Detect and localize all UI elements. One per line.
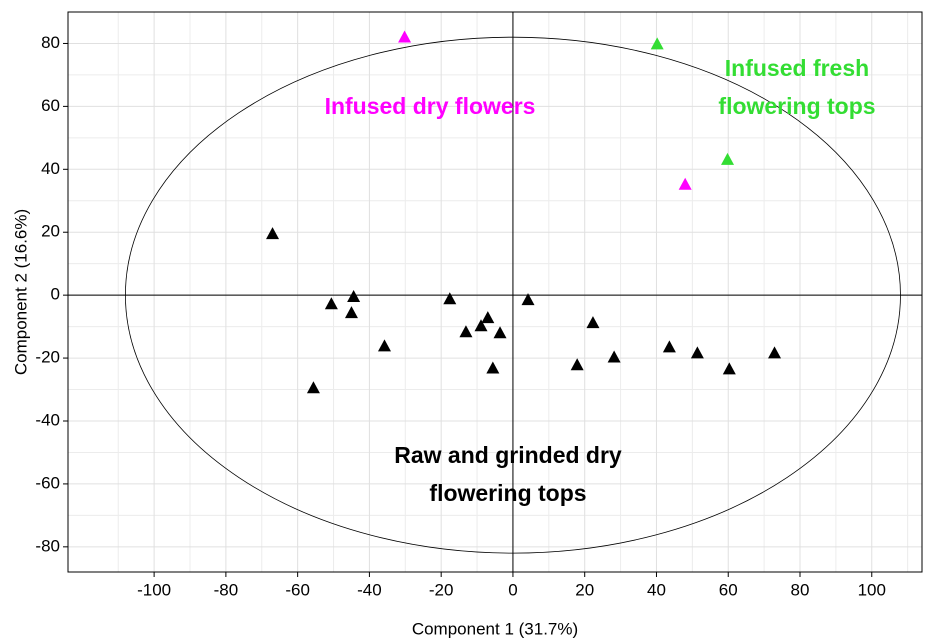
point (486, 361, 500, 374)
point (493, 326, 507, 339)
x-axis-title: Component 1 (31.7%) (412, 619, 578, 638)
point (306, 381, 320, 394)
point (607, 350, 621, 363)
x-tick-label: 20 (575, 580, 594, 599)
point (570, 358, 584, 371)
y-axis-title: Component 2 (16.6%) (11, 209, 30, 375)
group-label: Infused dry flowers (324, 93, 536, 119)
y-tick-label: -20 (35, 348, 60, 367)
y-tick-label: -40 (35, 410, 60, 429)
x-tick-label: -20 (429, 580, 454, 599)
point (481, 311, 495, 324)
point (586, 316, 600, 329)
y-tick-label: 20 (41, 222, 60, 241)
x-tick-label: 80 (791, 580, 810, 599)
x-tick-label: 60 (719, 580, 738, 599)
point (722, 362, 736, 375)
group-label: Infused fresh flowering tops (718, 55, 876, 119)
point (768, 346, 782, 359)
x-tick-label: 40 (647, 580, 666, 599)
point (459, 325, 473, 338)
point (474, 319, 488, 332)
point (377, 339, 391, 352)
point (347, 290, 361, 303)
plot-frame (67, 11, 923, 573)
point (721, 152, 735, 165)
x-tick-label: 100 (858, 580, 886, 599)
point (521, 293, 535, 306)
y-tick-label: 0 (51, 285, 60, 304)
x-tick-label: -60 (285, 580, 310, 599)
point (324, 297, 338, 310)
point (266, 227, 280, 240)
y-tick-label: -80 (35, 536, 60, 555)
x-tick-label: -100 (137, 580, 171, 599)
point (690, 346, 704, 359)
x-tick-label: 0 (508, 580, 517, 599)
y-tick-label: 40 (41, 159, 60, 178)
y-tick-label: 80 (41, 33, 60, 52)
confidence-ellipse (125, 36, 901, 554)
y-tick-label: -60 (35, 473, 60, 492)
x-tick-label: -40 (357, 580, 382, 599)
point (650, 37, 664, 50)
point (662, 340, 676, 353)
x-tick-label: -80 (214, 580, 239, 599)
group-label: Raw and grinded dry flowering tops (394, 442, 622, 506)
point (344, 306, 358, 319)
y-tick-label: 60 (41, 96, 60, 115)
point (443, 292, 457, 305)
point (398, 30, 412, 43)
point (678, 177, 692, 190)
